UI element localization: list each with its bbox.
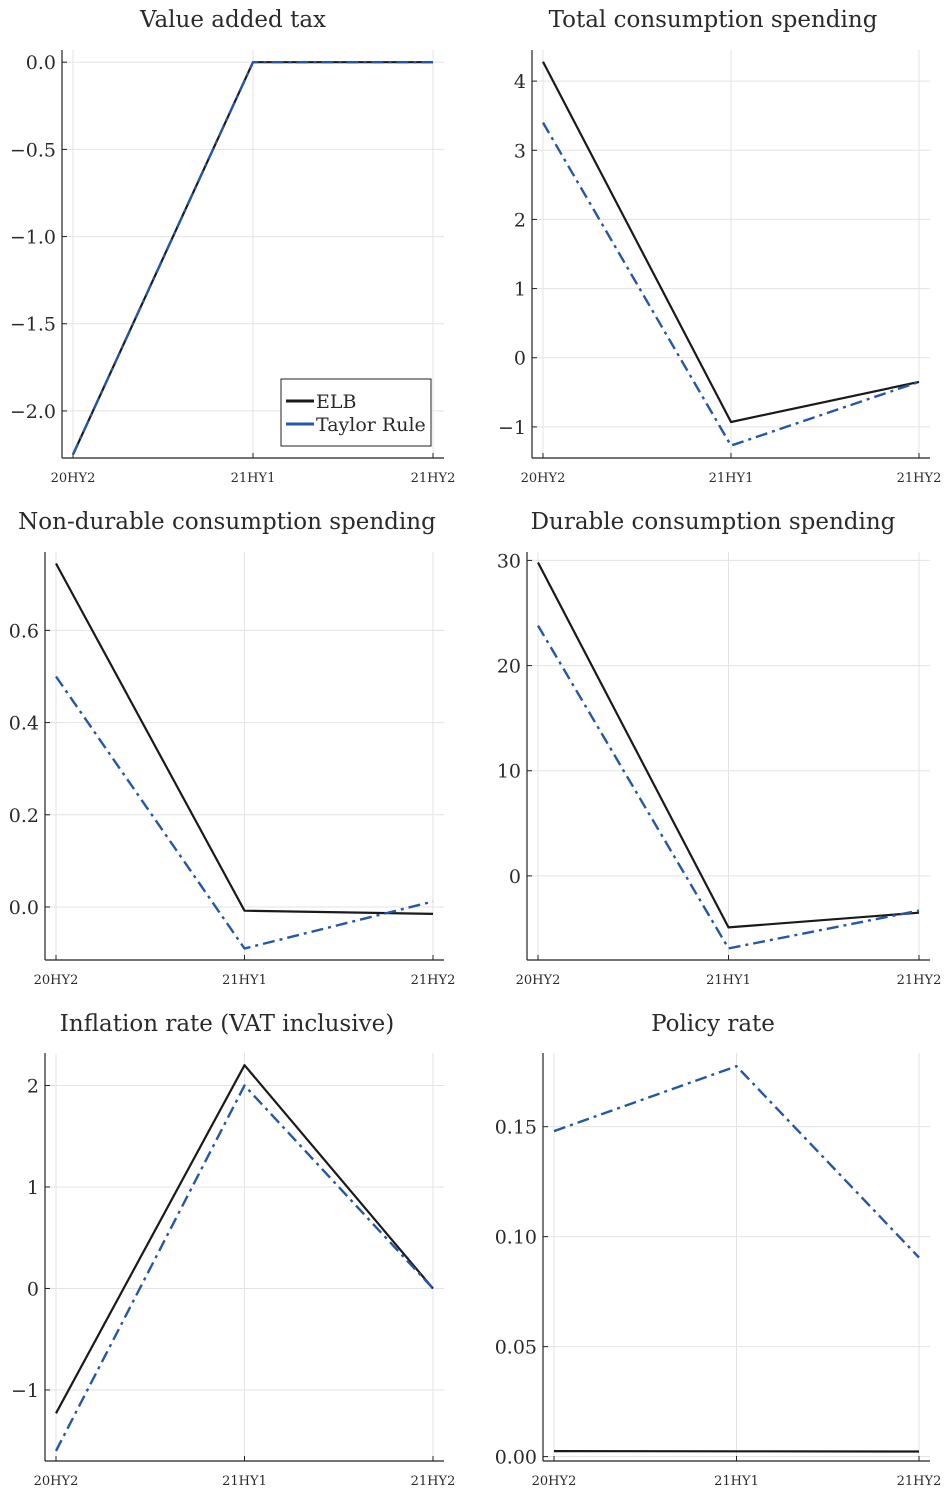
x-tick-label: 20HY2 xyxy=(34,973,79,988)
x-tick-label: 21HY1 xyxy=(714,1474,759,1489)
series-line-elb xyxy=(537,561,920,929)
x-tick-label: 21HY2 xyxy=(411,471,456,486)
x-tick-label: 20HY2 xyxy=(532,1474,577,1489)
y-tick-label: 0.0 xyxy=(26,52,56,74)
panel-3: Non-durable consumption spending 0.6 0.4 0.… xyxy=(9,509,456,988)
y-tick-label: 2 xyxy=(514,209,526,231)
y-tick-label: 0.10 xyxy=(495,1227,537,1249)
y-tick-label: −1 xyxy=(498,417,526,439)
panel-title: Durable consumption spending xyxy=(531,509,896,535)
series-line-elb xyxy=(55,1064,434,1414)
y-tick-label: 10 xyxy=(497,761,521,783)
legend-label: ELB xyxy=(316,391,356,413)
y-tick-label: 0.00 xyxy=(495,1447,537,1469)
y-tick-label: −1.5 xyxy=(10,314,56,336)
legend-box xyxy=(280,378,432,447)
panel-5: Inflation rate (VAT inclusive) 2 1 0 −1 20HY2… xyxy=(11,1011,455,1489)
panel-title: Total consumption spending xyxy=(549,7,878,33)
y-tick-label: 1 xyxy=(514,279,526,301)
series-line-taylor-rule xyxy=(55,675,434,950)
x-tick-label: 21HY2 xyxy=(897,1474,942,1489)
x-tick-label: 21HY2 xyxy=(411,973,456,988)
panel-title: Value added tax xyxy=(139,7,326,33)
panel-title: Policy rate xyxy=(651,1011,775,1037)
y-tick-label: 0.6 xyxy=(9,620,39,642)
panel-title: Inflation rate (VAT inclusive) xyxy=(60,1011,394,1037)
panel-2: Total consumption spending 4 3 2 1 0 −1 20HY2 21… xyxy=(498,7,941,486)
y-tick-label: 30 xyxy=(497,550,521,572)
panel-title: Non-durable consumption spending xyxy=(18,509,436,535)
y-tick-label: −1 xyxy=(11,1380,39,1402)
y-tick-label: 0 xyxy=(514,348,526,370)
y-tick-label: 0.15 xyxy=(495,1117,537,1139)
series-line-taylor-rule xyxy=(541,121,920,447)
x-tick-label: 21HY2 xyxy=(897,471,942,486)
series-line-taylor-rule xyxy=(54,1084,434,1452)
y-tick-label: 1 xyxy=(27,1177,39,1199)
y-tick-label: 0.2 xyxy=(9,805,39,827)
series-line-taylor-rule xyxy=(536,624,920,950)
y-tick-label: −0.5 xyxy=(10,139,56,161)
x-tick-label: 21HY2 xyxy=(411,1474,456,1489)
y-tick-label: 0.05 xyxy=(495,1337,537,1359)
y-tick-label: 2 xyxy=(27,1075,39,1097)
panel-6: Policy rate 0.15 0.10 0.05 0.00 20HY2 21HY1 21H… xyxy=(495,1011,942,1489)
x-tick-label: 21HY1 xyxy=(222,973,267,988)
x-tick-label: 21HY1 xyxy=(709,471,754,486)
y-tick-label: 0.4 xyxy=(9,713,39,735)
x-tick-label: 21HY1 xyxy=(706,973,751,988)
y-tick-label: −1.0 xyxy=(10,227,56,249)
series-line-taylor-rule xyxy=(553,1064,920,1259)
y-tick-label: 0 xyxy=(27,1278,39,1300)
y-tick-label: 20 xyxy=(497,656,521,678)
x-tick-label: 21HY1 xyxy=(231,471,276,486)
series-line-elb xyxy=(55,562,434,915)
series-line-elb xyxy=(542,61,920,424)
x-tick-label: 21HY2 xyxy=(897,973,942,988)
panel-1: Value added tax 0.0 −0.5 −1.0 −1.5 −2.0 20HY2 2… xyxy=(10,7,456,486)
x-tick-label: 20HY2 xyxy=(34,1474,79,1489)
x-tick-label: 20HY2 xyxy=(51,471,96,486)
panel-4: Durable consumption spending 30 20 10 0 20HY2… xyxy=(497,509,942,988)
y-tick-label: 4 xyxy=(514,71,526,93)
y-tick-label: −2.0 xyxy=(10,401,56,423)
x-tick-label: 20HY2 xyxy=(516,973,561,988)
y-tick-label: 0.0 xyxy=(9,897,39,919)
y-tick-label: 0 xyxy=(509,866,521,888)
y-tick-label: 3 xyxy=(514,140,526,162)
x-tick-label: 21HY1 xyxy=(222,1474,267,1489)
series-line-taylor-rule xyxy=(71,61,433,456)
x-tick-label: 20HY2 xyxy=(521,471,566,486)
legend-label: Taylor Rule xyxy=(316,414,426,436)
